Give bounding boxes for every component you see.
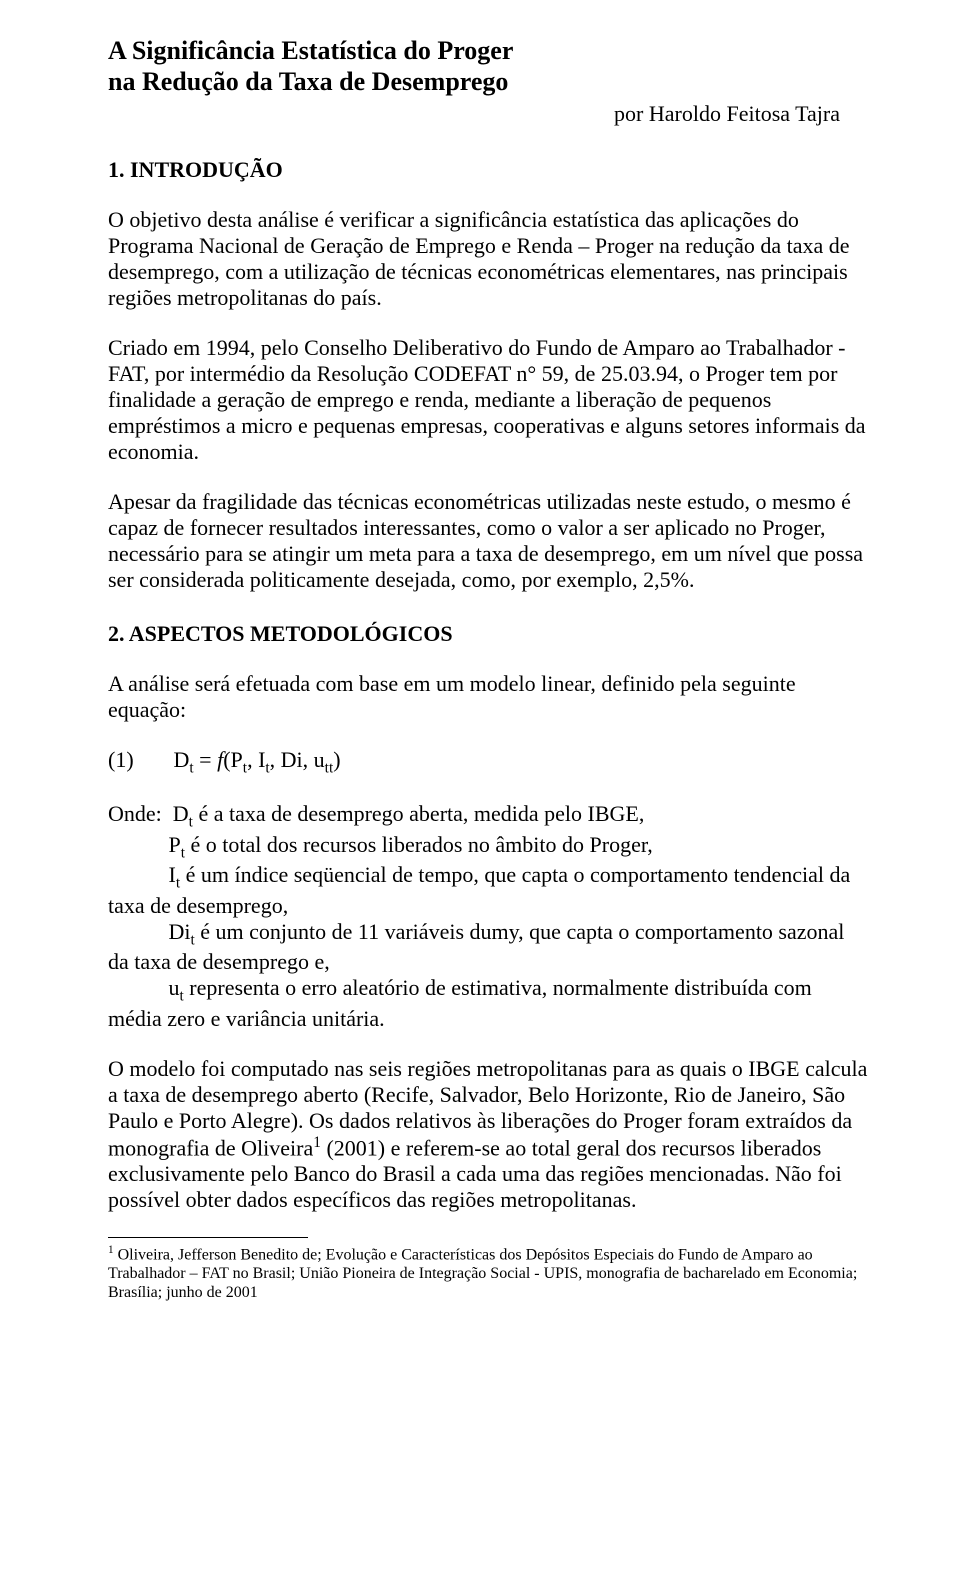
where-di-text: é um conjunto de 11 variáveis dumy, que … [108, 919, 844, 975]
paragraph-4: A análise será efetuada com base em um m… [108, 671, 870, 723]
where-u-text: representa o erro aleatório de estimativ… [108, 975, 812, 1031]
para5-footnote-ref: 1 [313, 1134, 321, 1151]
paragraph-5: O modelo foi computado nas seis regiões … [108, 1056, 870, 1213]
where-di: Di [169, 919, 191, 944]
where-d-text: é a taxa de desemprego aberta, medida pe… [193, 801, 644, 826]
eq-lhs: D [174, 747, 190, 772]
eq-u-sub: tt [325, 759, 334, 776]
paragraph-2: Criado em 1994, pelo Conselho Deliberati… [108, 335, 870, 465]
footnote-text: Oliveira, Jefferson Benedito de; Evoluçã… [108, 1246, 857, 1301]
where-block: Onde: Dt é a taxa de desemprego aberta, … [108, 801, 870, 1032]
document-author: por Haroldo Feitosa Tajra [108, 101, 870, 127]
footnote-1: 1 Oliveira, Jefferson Benedito de; Evolu… [108, 1244, 870, 1303]
eq-open: (P [223, 747, 243, 772]
footnote-separator [108, 1237, 308, 1238]
paragraph-1: O objetivo desta análise é verificar a s… [108, 207, 870, 311]
where-d: D [173, 801, 189, 826]
eq-sep1: , I [247, 747, 265, 772]
section-1-heading: 1. INTRODUÇÃO [108, 157, 870, 183]
eq-equals: = [194, 747, 217, 772]
equation-1: (1) Dt = f(Pt, It, Di, utt) [108, 747, 870, 778]
where-p-text: é o total dos recursos liberados no âmbi… [185, 832, 653, 857]
where-p: P [169, 832, 181, 857]
where-i: I [169, 862, 176, 887]
eq-close: ) [333, 747, 340, 772]
where-i-text: é um índice seqüencial de tempo, que cap… [108, 862, 850, 918]
document-title-line1: A Significância Estatística do Proger [108, 36, 870, 67]
section-2-heading: 2. ASPECTOS METODOLÓGICOS [108, 621, 870, 647]
where-u: u [169, 975, 180, 1000]
eq-sep2: , Di, u [270, 747, 325, 772]
where-label: Onde: [108, 801, 162, 826]
document-title-line2: na Redução da Taxa de Desemprego [108, 67, 870, 98]
equation-number: (1) [108, 747, 168, 773]
paragraph-3: Apesar da fragilidade das técnicas econo… [108, 489, 870, 593]
